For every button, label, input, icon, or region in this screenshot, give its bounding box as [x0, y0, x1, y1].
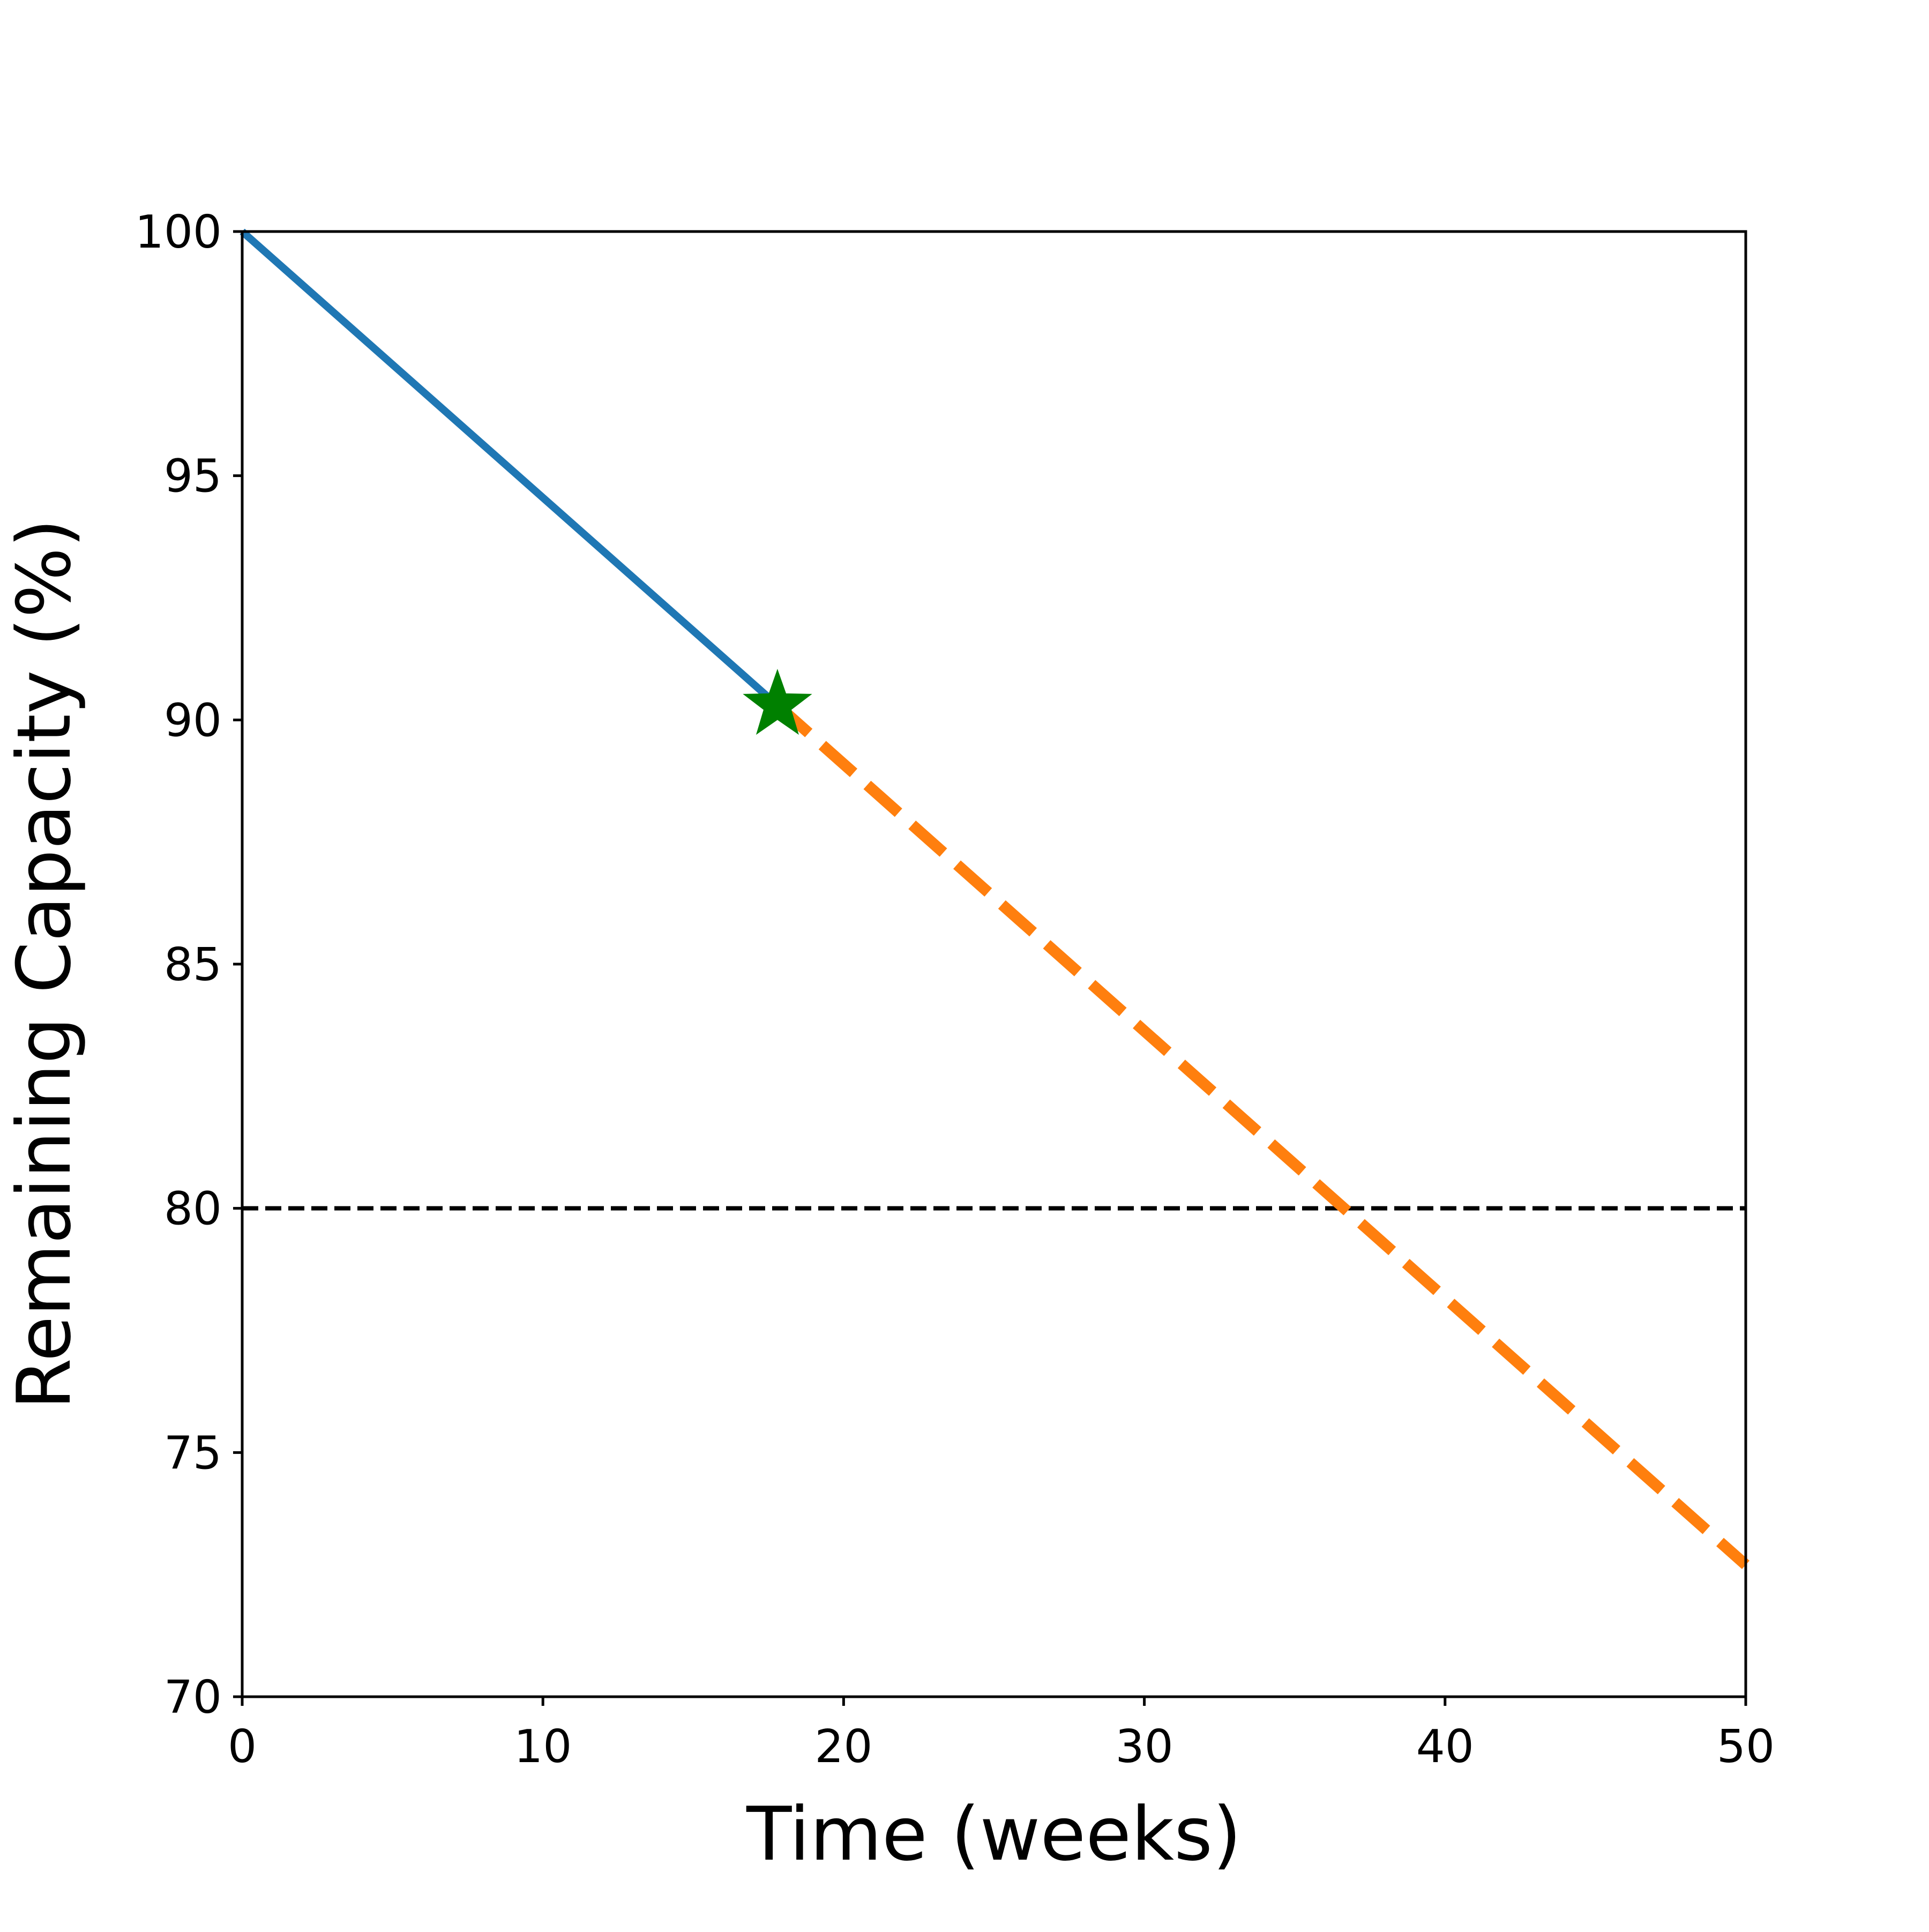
x-tick-label-1: 10 — [514, 1720, 572, 1773]
measured-series-line-0 — [240, 228, 780, 708]
y-tick-label-4: 90 — [164, 694, 222, 747]
x-tick-label-3: 30 — [1116, 1720, 1173, 1773]
x-tick-label-5: 50 — [1717, 1720, 1775, 1773]
y-axis-label: Remaining Capacity (%) — [1, 519, 87, 1409]
y-tick-label-5: 95 — [164, 450, 222, 503]
y-tick-label-3: 85 — [164, 938, 222, 991]
y-tick-label-1: 75 — [164, 1427, 222, 1480]
x-tick-label-2: 20 — [814, 1720, 872, 1773]
projected-series-line-1 — [773, 701, 1749, 1569]
axis-ticks: 0 10 20 30 40 50 70 75 80 85 90 95 100 — [135, 206, 1775, 1773]
y-tick-label-6: 100 — [135, 206, 222, 259]
x-tick-label-4: 40 — [1416, 1720, 1474, 1773]
plot-area — [240, 228, 1749, 1569]
star-marker-0 — [743, 668, 812, 735]
x-axis-label: Time (weeks) — [746, 1791, 1242, 1877]
x-tick-label-0: 0 — [228, 1720, 257, 1773]
y-tick-label-0: 70 — [164, 1671, 222, 1724]
y-tick-label-2: 80 — [164, 1183, 222, 1236]
